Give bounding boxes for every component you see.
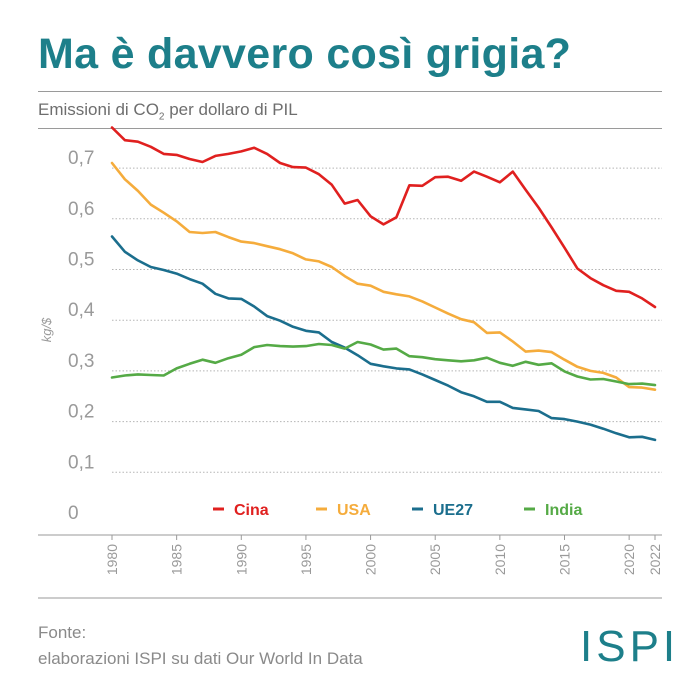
- x-tick-label: 2020: [621, 544, 637, 575]
- y-tick-label: 0,4: [68, 300, 95, 321]
- series-line-usa: [110, 161, 657, 392]
- legend-item-cina: Cina: [213, 502, 269, 519]
- title-divider: [38, 91, 662, 92]
- chart-subtitle: Emissioni di CO2 per dollaro di PIL: [38, 100, 298, 122]
- x-tick-label: 1995: [298, 544, 314, 575]
- series-line-cina: [110, 126, 657, 309]
- page-title: Ma è davvero così grigia?: [38, 30, 572, 78]
- legend-item-ue27: UE27: [412, 502, 473, 519]
- x-tick-label: 1990: [233, 544, 249, 575]
- y-tick-label: 0,7: [68, 148, 94, 169]
- subtitle-divider: [38, 128, 662, 129]
- legend-label: UE27: [433, 502, 473, 519]
- legend-label: India: [545, 502, 582, 519]
- subtitle-subscript: 2: [158, 111, 165, 123]
- source-label: Fonte:: [38, 623, 87, 642]
- x-axis-tick-labels: 1980 1985 1990 1995 2000 2005 2010 2015 2020 2022: [104, 535, 663, 575]
- chart-legend: Cina USA UE27 India: [213, 502, 582, 519]
- legend-item-usa: USA: [316, 502, 371, 519]
- x-tick-label: 2005: [427, 544, 443, 575]
- series-line-india: [110, 340, 657, 387]
- y-tick-label: 0,3: [68, 351, 94, 372]
- x-tick-label: 2000: [363, 544, 379, 575]
- x-tick-label: 2010: [492, 544, 508, 575]
- y-tick-label: 0,5: [68, 250, 94, 271]
- legend-item-india: India: [524, 502, 582, 519]
- y-tick-label: 0: [68, 503, 79, 524]
- chart-gridlines: [112, 167, 662, 473]
- source-text: elaborazioni ISPI su dati Our World In D…: [38, 649, 363, 668]
- y-tick-label: 0,1: [68, 452, 94, 473]
- y-axis-tick-labels: 0 0,1 0,2 0,3 0,4 0,5 0,6 0,7: [68, 148, 95, 524]
- subtitle-text-pre: Emissioni di CO: [38, 100, 159, 119]
- subtitle-text-post: per dollaro di PIL: [164, 100, 298, 119]
- ispi-logo: ISPI: [580, 622, 680, 671]
- legend-label: USA: [337, 502, 371, 519]
- y-tick-label: 0,6: [68, 199, 94, 220]
- x-tick-label: 2015: [557, 544, 573, 575]
- x-tick-label: 2022: [647, 544, 663, 575]
- source-note: Fonte: elaborazioni ISPI su dati Our Wor…: [38, 620, 363, 672]
- y-axis-label: kg/$: [39, 317, 54, 342]
- legend-label: Cina: [234, 502, 269, 519]
- y-tick-label: 0,2: [68, 402, 94, 423]
- series-line-ue27: [110, 235, 657, 442]
- chart-series: [110, 126, 657, 442]
- x-tick-label: 1980: [104, 544, 120, 575]
- x-tick-label: 1985: [169, 544, 185, 575]
